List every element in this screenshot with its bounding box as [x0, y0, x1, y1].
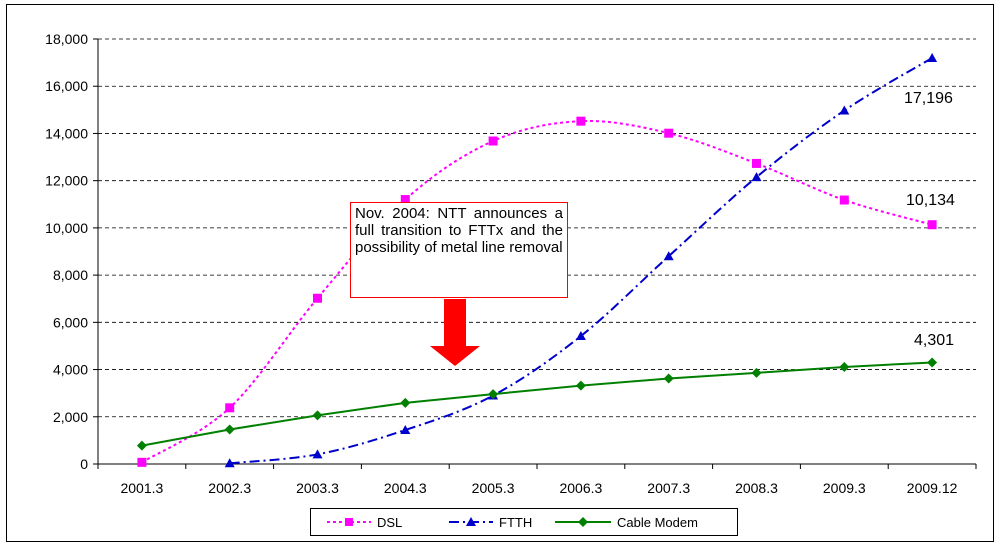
legend-item-dsl: DSL: [327, 515, 402, 530]
series-lines: [141, 57, 933, 465]
x-tick-labels: 2001.3 2002.3 2003.3 2004.3 2005.3 2006.3 2007…: [120, 480, 957, 496]
x-tick-label: 2005.3: [472, 480, 515, 496]
x-tick-label: 2009.3: [823, 480, 866, 496]
series-line-cable-modem: [141, 361, 933, 447]
data-label-ftth-last: 17,196: [904, 90, 953, 107]
series-line-dsl: [141, 119, 933, 464]
marker-dsl: [576, 116, 586, 126]
y-tick-label: 12,000: [45, 173, 88, 189]
data-labels: 17,196 10,134 4,301: [904, 90, 955, 349]
marker-cable-modem: [927, 357, 938, 368]
y-tick-label: 10,000: [45, 220, 88, 236]
gridlines: [98, 38, 976, 418]
annotation-box: Nov. 2004: NTT announces a full transiti…: [350, 202, 568, 298]
legend-svg: DSL FTTH Cable Modem: [327, 515, 698, 530]
marker-ftth: [575, 331, 586, 341]
annotation-arrow-shape: [430, 299, 480, 366]
y-tick-label: 18,000: [45, 31, 88, 47]
annotation-text: Nov. 2004: NTT announces a full transiti…: [355, 205, 563, 256]
marker-ftth: [224, 458, 235, 468]
legend-marker-cable-modem: [578, 517, 588, 527]
legend-marker-dsl: [345, 518, 353, 526]
data-label-dsl-last: 10,134: [906, 192, 955, 209]
y-tick-label: 8,000: [53, 267, 88, 283]
x-tick-label: 2009.12: [907, 480, 958, 496]
legend-label-dsl: DSL: [377, 515, 402, 530]
legend-label-ftth: FTTH: [499, 515, 532, 530]
marker-ftth: [927, 52, 938, 62]
y-tick-label: 14,000: [45, 125, 88, 141]
x-tick-label: 2004.3: [384, 480, 427, 496]
y-tick-label: 4,000: [53, 362, 88, 378]
marker-dsl: [137, 457, 147, 467]
marker-dsl: [839, 195, 849, 205]
y-tick-label: 6,000: [53, 314, 88, 330]
y-tick-label: 2,000: [53, 409, 88, 425]
marker-ftth: [400, 425, 411, 434]
y-tick-labels: 0 2,000 4,000 6,000 8,000 10,000 12,000 14,000 1…: [45, 31, 88, 472]
x-tick-label: 2008.3: [735, 480, 778, 496]
marker-dsl: [927, 220, 937, 230]
marker-cable-modem: [224, 424, 235, 435]
marker-cable-modem: [488, 389, 499, 400]
x-tick-label: 2007.3: [647, 480, 690, 496]
series-markers: [136, 52, 938, 468]
y-tick-label: 0: [80, 456, 88, 472]
x-tick-label: 2003.3: [296, 480, 339, 496]
marker-ftth: [312, 449, 323, 459]
series-line-ftth: [229, 57, 933, 465]
marker-cable-modem: [136, 440, 147, 451]
marker-cable-modem: [575, 380, 586, 391]
x-tick-label: 2001.3: [120, 480, 163, 496]
x-tick-label: 2006.3: [559, 480, 602, 496]
marker-dsl: [400, 195, 410, 205]
marker-cable-modem: [400, 397, 411, 408]
marker-cable-modem: [312, 410, 323, 421]
marker-dsl: [313, 293, 322, 303]
data-label-cable-last: 4,301: [914, 332, 954, 349]
marker-ftth: [839, 105, 850, 115]
legend: DSL FTTH Cable Modem: [310, 508, 738, 536]
legend-item-cable-modem: Cable Modem: [555, 515, 698, 530]
legend-marker-ftth: [466, 517, 476, 526]
marker-cable-modem: [751, 367, 762, 378]
marker-cable-modem: [839, 361, 850, 372]
legend-item-ftth: FTTH: [449, 515, 532, 530]
marker-cable-modem: [663, 373, 674, 384]
marker-dsl: [752, 158, 761, 168]
marker-dsl: [488, 136, 498, 146]
marker-ftth: [663, 251, 674, 261]
y-tick-label: 16,000: [45, 78, 88, 94]
marker-ftth: [751, 172, 762, 182]
marker-dsl: [225, 403, 235, 413]
x-tick-label: 2002.3: [208, 480, 251, 496]
marker-dsl: [664, 128, 674, 138]
legend-label-cable-modem: Cable Modem: [617, 515, 698, 530]
annotation-arrow: [430, 299, 480, 366]
axes: [93, 38, 977, 469]
